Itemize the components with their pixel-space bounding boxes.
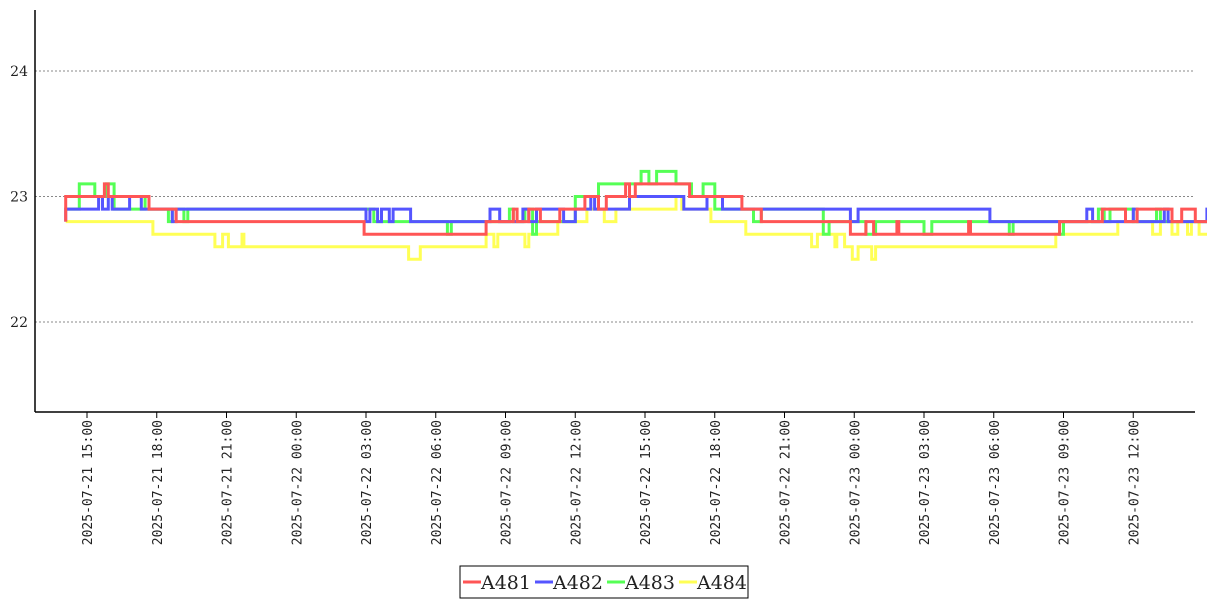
x-tick-label: 2025-07-22 09:00 <box>500 420 515 545</box>
x-tick-label: 2025-07-22 18:00 <box>709 420 724 545</box>
legend-label-a483: A483 <box>624 572 675 594</box>
x-tick-label: 2025-07-23 03:00 <box>918 420 933 545</box>
y-tick-label: 23 <box>10 190 28 206</box>
x-tick-label: 2025-07-22 12:00 <box>569 420 584 545</box>
x-tick-label: 2025-07-22 21:00 <box>779 420 794 545</box>
x-tick-label: 2025-07-21 15:00 <box>81 420 96 545</box>
legend-label-a484: A484 <box>696 572 747 594</box>
y-tick-label: 22 <box>10 315 28 331</box>
x-tick-label: 2025-07-23 09:00 <box>1058 420 1073 545</box>
series-line-a484 <box>65 195 1207 261</box>
series-line-a481 <box>64 182 1207 236</box>
axes <box>34 10 1195 413</box>
x-tick-label: 2025-07-22 00:00 <box>290 420 305 545</box>
x-tick-label: 2025-07-23 12:00 <box>1127 420 1142 545</box>
x-tick-label: 2025-07-22 15:00 <box>639 420 654 545</box>
y-ticks: 22 23 24 <box>10 64 28 331</box>
y-tick-label: 24 <box>10 64 28 80</box>
x-tick-label: 2025-07-22 06:00 <box>430 420 445 545</box>
legend-label-a481: A481 <box>480 572 531 594</box>
plot-lines <box>64 169 1207 261</box>
legend-box <box>459 565 749 599</box>
series-line-a483 <box>65 169 1207 236</box>
x-ticks: 2025-07-21 15:00 2025-07-21 18:00 2025-07-… <box>81 412 1142 545</box>
x-tick-label: 2025-07-23 00:00 <box>848 420 863 545</box>
x-tick-label: 2025-07-21 21:00 <box>221 420 236 545</box>
x-tick-label: 2025-07-21 18:00 <box>151 420 166 545</box>
legend-label-a482: A482 <box>552 572 603 594</box>
x-tick-label: 2025-07-23 06:00 <box>988 420 1003 545</box>
legend: A481 A482 A483 A484 <box>459 565 749 599</box>
x-tick-label: 2025-07-22 03:00 <box>360 420 375 545</box>
